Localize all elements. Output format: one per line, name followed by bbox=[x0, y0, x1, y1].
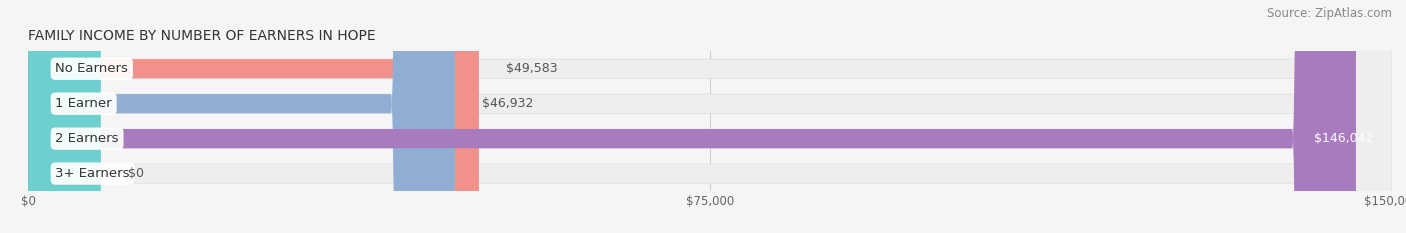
FancyBboxPatch shape bbox=[28, 0, 1392, 233]
FancyBboxPatch shape bbox=[28, 0, 1392, 233]
FancyBboxPatch shape bbox=[28, 0, 1392, 233]
Text: $46,932: $46,932 bbox=[482, 97, 533, 110]
FancyBboxPatch shape bbox=[28, 0, 1355, 233]
FancyBboxPatch shape bbox=[28, 0, 479, 233]
Text: $49,583: $49,583 bbox=[506, 62, 558, 75]
FancyBboxPatch shape bbox=[28, 0, 1392, 233]
Text: 1 Earner: 1 Earner bbox=[55, 97, 112, 110]
Text: 2 Earners: 2 Earners bbox=[55, 132, 120, 145]
Text: 3+ Earners: 3+ Earners bbox=[55, 167, 129, 180]
FancyBboxPatch shape bbox=[28, 0, 101, 233]
Text: $146,042: $146,042 bbox=[1315, 132, 1374, 145]
Text: Source: ZipAtlas.com: Source: ZipAtlas.com bbox=[1267, 7, 1392, 20]
Text: FAMILY INCOME BY NUMBER OF EARNERS IN HOPE: FAMILY INCOME BY NUMBER OF EARNERS IN HO… bbox=[28, 29, 375, 43]
Text: $0: $0 bbox=[128, 167, 145, 180]
Text: No Earners: No Earners bbox=[55, 62, 128, 75]
FancyBboxPatch shape bbox=[28, 0, 454, 233]
